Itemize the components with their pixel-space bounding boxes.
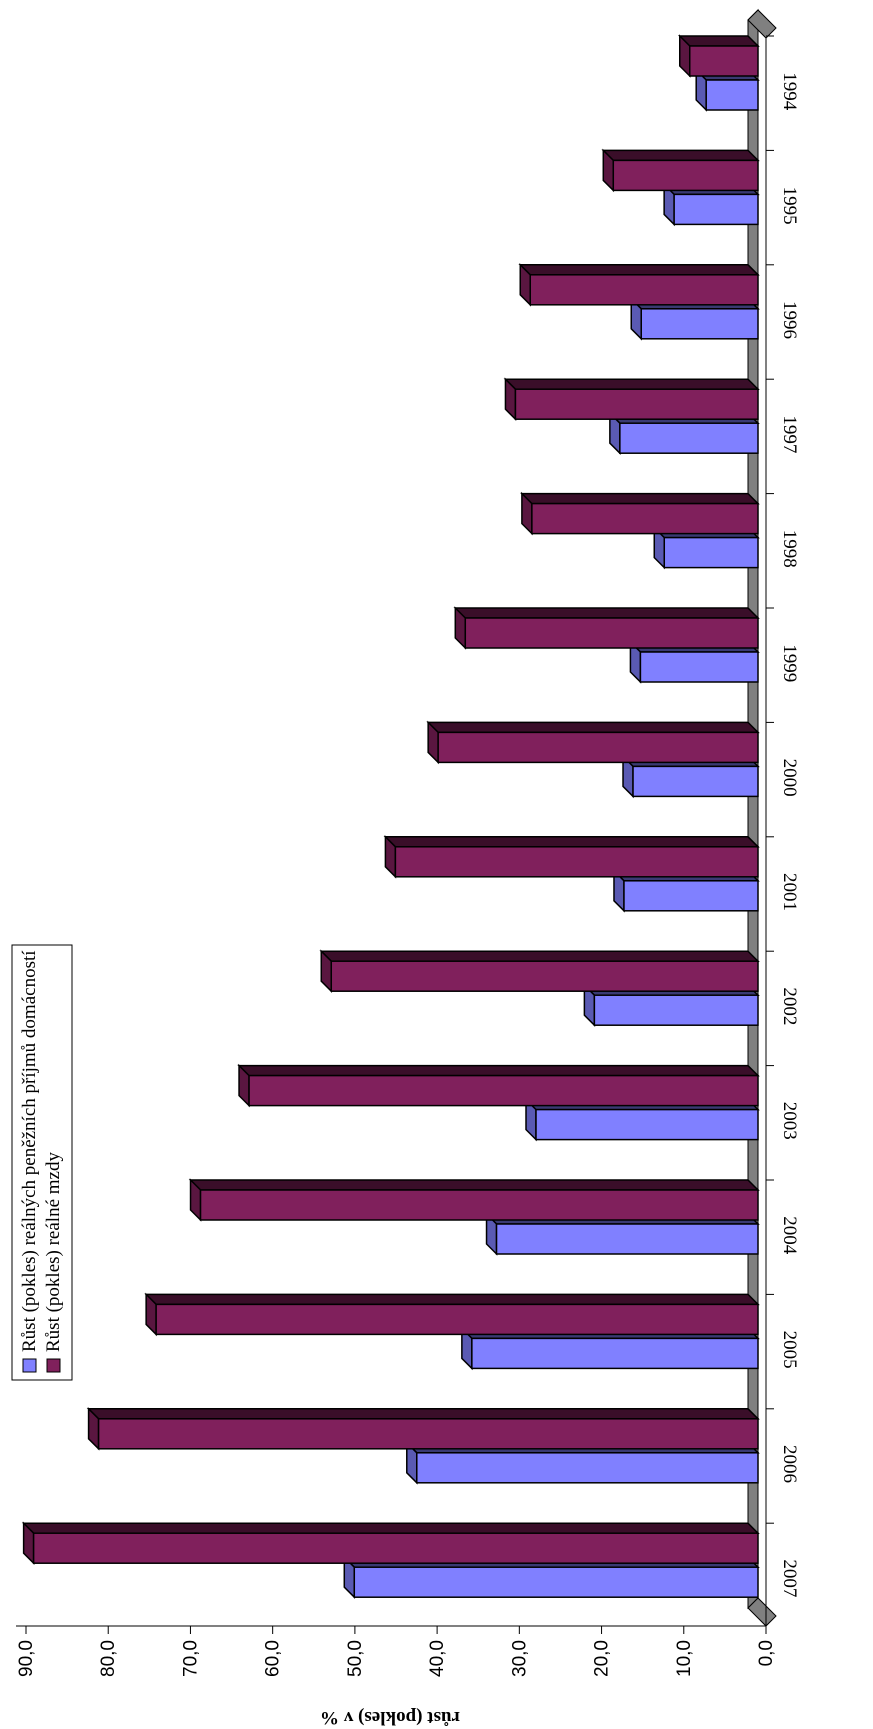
bar-front-face: [535, 1108, 759, 1141]
bar-front-face: [689, 45, 759, 77]
bar-top-face: [319, 950, 760, 962]
bar-front-face: [639, 651, 759, 683]
bar: [86, 1406, 760, 1451]
bar-front-face: [330, 960, 759, 992]
bar-top-face: [677, 35, 760, 47]
value-tick-label: 0,0: [756, 1640, 777, 1666]
bar-front-face: [416, 1452, 759, 1484]
category-label: 2005: [779, 1331, 800, 1369]
bar-front-face: [531, 502, 759, 535]
bar-front-face: [514, 388, 759, 420]
legend-label: Růst (pokles) reálné mzdy: [43, 1152, 64, 1352]
value-tick-label: 40,0: [427, 1640, 448, 1677]
value-tick-label: 70,0: [180, 1640, 201, 1677]
bar-front-face: [248, 1074, 759, 1107]
bar-top-face: [383, 836, 760, 848]
value-tick-label: 30,0: [509, 1640, 530, 1677]
bar: [524, 1097, 760, 1142]
category-label: 2004: [779, 1216, 800, 1255]
legend-label: Růst (pokles) reálných peněžních příjmů …: [19, 950, 40, 1352]
floor-wall-top: [747, 9, 777, 39]
bar-front-face: [529, 274, 759, 306]
bar: [677, 34, 760, 78]
bar-top-face: [601, 149, 760, 162]
bar-front-face: [155, 1303, 759, 1336]
value-tick-label: 10,0: [674, 1640, 695, 1677]
category-label: 2003: [779, 1102, 800, 1140]
bar-front-face: [437, 731, 759, 764]
bar-front-face: [705, 79, 759, 111]
bar-top-face: [503, 378, 760, 390]
bar-top-face: [86, 1408, 760, 1420]
bar: [188, 1178, 760, 1222]
bar: [503, 377, 760, 422]
chart-labels: 0,0 10,0 20,0 30,0 40,0 50,0 60,0 70,0 80,0 90,0 r…: [16, 72, 800, 1728]
value-axis-title: růst (pokles) v %: [320, 1707, 460, 1728]
bar-top-face: [188, 1179, 760, 1191]
bar-front-face: [97, 1418, 759, 1450]
category-label: 2006: [779, 1445, 800, 1483]
bar-front-face: [632, 765, 759, 798]
bar-front-face: [619, 422, 759, 454]
bar-front-face: [495, 1223, 759, 1255]
category-label: 1999: [779, 644, 800, 682]
value-tick-label: 60,0: [263, 1640, 284, 1677]
bar-front-face: [353, 1566, 759, 1598]
category-label: 1997: [779, 415, 800, 453]
legend-swatch: [22, 1358, 37, 1373]
floor-wall-bottom: [747, 1597, 777, 1627]
bar: [520, 491, 760, 536]
chart-floor: [747, 8, 777, 1627]
bar-front-face: [673, 193, 759, 226]
bar-front-face: [640, 308, 759, 340]
bar: [237, 1063, 760, 1108]
chart-bars: [21, 34, 760, 1600]
legend-box: Růst (pokles) reálných peněžních příjmů …: [11, 944, 73, 1381]
category-label: 2000: [779, 759, 800, 797]
category-label: 2001: [779, 873, 800, 911]
bar-top-face: [453, 607, 760, 619]
bar-front-face: [394, 846, 759, 878]
legend: Růst (pokles) reálných peněžních příjmů …: [11, 944, 73, 1381]
bar-top-face: [144, 1293, 760, 1306]
bar-front-face: [464, 617, 759, 649]
bar: [621, 754, 760, 799]
bar: [144, 1292, 760, 1337]
category-label: 2007: [779, 1559, 800, 1597]
bar-front-face: [593, 994, 759, 1026]
bar-front-face: [199, 1189, 759, 1221]
bar-front-face: [663, 536, 759, 569]
bar: [404, 1440, 760, 1485]
value-tick-label: 80,0: [98, 1640, 119, 1677]
category-label: 2002: [779, 987, 800, 1025]
bar: [383, 834, 760, 879]
bar-front-face: [623, 880, 759, 912]
bar-top-face: [21, 1522, 760, 1534]
bar: [453, 606, 760, 650]
category-label: 1996: [779, 301, 800, 339]
category-label: 1994: [779, 72, 800, 111]
bar: [319, 949, 760, 994]
legend-frame: [11, 944, 73, 1381]
legend-swatch: [46, 1358, 61, 1373]
bar-top-face: [237, 1064, 760, 1077]
value-tick-label: 90,0: [16, 1640, 37, 1677]
bar: [518, 262, 760, 307]
bar-top-face: [426, 721, 760, 734]
bar-front-face: [471, 1337, 759, 1370]
bar: [426, 720, 760, 765]
category-label: 1998: [779, 530, 800, 568]
bar-top-face: [518, 264, 760, 276]
bar-top-face: [520, 492, 760, 505]
category-label: 1995: [779, 187, 800, 225]
bar: [601, 148, 760, 193]
chart-axes: [16, 35, 774, 1634]
value-tick-label: 20,0: [592, 1640, 613, 1677]
value-tick-label: 50,0: [345, 1640, 366, 1677]
bar-front-face: [612, 159, 759, 192]
bar-front-face: [32, 1532, 759, 1564]
bar: [21, 1521, 760, 1566]
